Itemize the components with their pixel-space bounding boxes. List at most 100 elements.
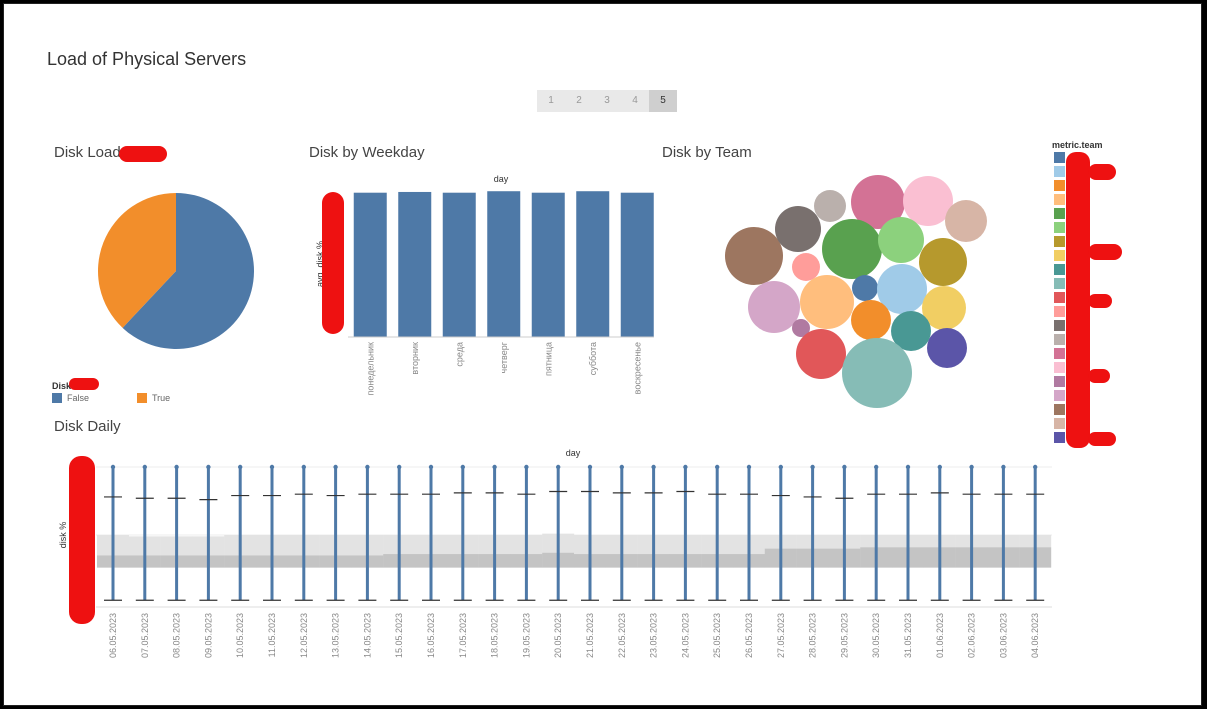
daily-box-18.05.2023[interactable] bbox=[478, 464, 511, 601]
team-legend-swatch[interactable] bbox=[1054, 404, 1065, 415]
team-bubble[interactable] bbox=[891, 311, 931, 351]
team-legend-swatch[interactable] bbox=[1054, 306, 1065, 317]
daily-box-24.05.2023[interactable] bbox=[669, 464, 702, 601]
daily-box-08.05.2023[interactable] bbox=[160, 464, 193, 601]
team-bubble[interactable] bbox=[852, 275, 878, 301]
team-legend-swatch[interactable] bbox=[1054, 362, 1065, 373]
team-legend-swatch[interactable] bbox=[1054, 194, 1065, 205]
daily-box-11.05.2023[interactable] bbox=[256, 464, 288, 601]
date-tick-label: 02.06.2023 bbox=[967, 613, 977, 658]
team-legend-swatch[interactable] bbox=[1054, 334, 1065, 345]
disk-weekday-title: Disk by Weekday bbox=[309, 144, 425, 161]
page-1-button[interactable]: 1 bbox=[548, 95, 554, 106]
team-bubble[interactable] bbox=[775, 206, 821, 252]
weekday-bar[interactable] bbox=[487, 191, 521, 337]
team-bubble[interactable] bbox=[877, 264, 927, 314]
team-bubble[interactable] bbox=[851, 300, 891, 340]
daily-box-31.05.2023[interactable] bbox=[892, 464, 924, 601]
daily-box-19.05.2023[interactable] bbox=[510, 464, 543, 601]
daily-box-02.06.2023[interactable] bbox=[955, 464, 988, 601]
date-tick-label: 08.05.2023 bbox=[172, 613, 182, 658]
weekday-bar[interactable] bbox=[576, 191, 610, 337]
daily-box-06.05.2023[interactable] bbox=[97, 464, 129, 601]
outlier-point bbox=[524, 464, 529, 470]
pie-slice-false[interactable] bbox=[122, 193, 254, 349]
team-bubble[interactable] bbox=[814, 190, 846, 222]
daily-box-15.05.2023[interactable] bbox=[383, 464, 416, 601]
team-legend-swatch[interactable] bbox=[1054, 320, 1065, 331]
team-bubble[interactable] bbox=[800, 275, 854, 329]
daily-box-25.05.2023[interactable] bbox=[701, 464, 734, 601]
team-bubble[interactable] bbox=[903, 176, 953, 226]
team-bubble[interactable] bbox=[878, 217, 924, 263]
weekday-bar[interactable] bbox=[620, 192, 654, 337]
team-bubble[interactable] bbox=[927, 328, 967, 368]
daily-box-28.05.2023[interactable] bbox=[796, 464, 829, 601]
outlier-point bbox=[969, 464, 974, 470]
weekday-tick-label: среда bbox=[454, 342, 464, 367]
date-tick-label: 12.05.2023 bbox=[299, 613, 309, 658]
team-legend-swatch[interactable] bbox=[1054, 348, 1065, 359]
daily-box-27.05.2023[interactable] bbox=[764, 464, 797, 601]
date-tick-label: 22.05.2023 bbox=[617, 613, 627, 658]
daily-box-23.05.2023[interactable] bbox=[637, 464, 670, 601]
daily-box-10.05.2023[interactable] bbox=[224, 464, 257, 601]
team-bubble[interactable] bbox=[792, 253, 820, 281]
daily-box-04.06.2023[interactable] bbox=[1019, 464, 1052, 601]
daily-box-09.05.2023[interactable] bbox=[192, 464, 225, 601]
team-bubble[interactable] bbox=[796, 329, 846, 379]
daily-box-16.05.2023[interactable] bbox=[415, 464, 447, 601]
weekday-bar[interactable] bbox=[353, 192, 387, 337]
team-legend-swatch[interactable] bbox=[1054, 264, 1065, 275]
team-legend-swatch[interactable] bbox=[1054, 376, 1065, 387]
daily-box-17.05.2023[interactable] bbox=[446, 464, 479, 601]
team-legend-swatch[interactable] bbox=[1054, 166, 1065, 177]
team-legend-swatch[interactable] bbox=[1054, 222, 1065, 233]
team-bubble[interactable] bbox=[822, 219, 882, 279]
team-bubble[interactable] bbox=[725, 227, 783, 285]
page-5-button[interactable]: 5 bbox=[649, 90, 677, 112]
team-bubble[interactable] bbox=[919, 238, 967, 286]
outlier-point bbox=[428, 464, 434, 470]
daily-box-20.05.2023[interactable] bbox=[542, 464, 575, 601]
daily-box-13.05.2023[interactable] bbox=[319, 464, 352, 601]
team-bubble[interactable] bbox=[842, 338, 912, 408]
daily-box-12.05.2023[interactable] bbox=[287, 464, 320, 601]
daily-box-29.05.2023[interactable] bbox=[828, 464, 861, 601]
legend-item-false[interactable]: False bbox=[52, 393, 89, 403]
team-bubble[interactable] bbox=[851, 175, 905, 229]
team-legend-swatch[interactable] bbox=[1054, 180, 1065, 191]
team-bubble[interactable] bbox=[922, 286, 966, 330]
team-bubble[interactable] bbox=[792, 319, 810, 337]
pie-slice-true[interactable] bbox=[97, 193, 176, 328]
weekday-bar[interactable] bbox=[531, 192, 565, 337]
daily-box-21.05.2023[interactable] bbox=[574, 464, 606, 601]
team-legend-swatch[interactable] bbox=[1054, 278, 1065, 289]
legend-item-true[interactable]: True bbox=[137, 393, 170, 403]
daily-box-26.05.2023[interactable] bbox=[733, 464, 765, 601]
team-legend-swatch[interactable] bbox=[1054, 390, 1065, 401]
legend-label: False bbox=[67, 393, 90, 403]
team-legend-swatch[interactable] bbox=[1054, 432, 1065, 443]
weekday-bar[interactable] bbox=[398, 191, 432, 337]
team-legend-swatch[interactable] bbox=[1054, 292, 1065, 303]
daily-box-07.05.2023[interactable] bbox=[128, 464, 161, 601]
page-3-button[interactable]: 3 bbox=[604, 95, 610, 106]
daily-box-01.06.2023[interactable] bbox=[923, 464, 956, 601]
page-2-button[interactable]: 2 bbox=[576, 95, 582, 106]
team-bubble[interactable] bbox=[748, 281, 800, 333]
outlier-point bbox=[460, 464, 465, 470]
daily-box-03.06.2023[interactable] bbox=[987, 464, 1020, 601]
team-bubble[interactable] bbox=[945, 200, 987, 242]
page-4-button[interactable]: 4 bbox=[632, 95, 638, 106]
page-title: Load of Physical Servers bbox=[47, 49, 247, 69]
team-legend-swatch[interactable] bbox=[1054, 152, 1065, 163]
weekday-bar[interactable] bbox=[442, 192, 476, 337]
team-legend-swatch[interactable] bbox=[1054, 250, 1065, 261]
team-legend-swatch[interactable] bbox=[1054, 208, 1065, 219]
team-legend-swatch[interactable] bbox=[1054, 418, 1065, 429]
team-legend-swatch[interactable] bbox=[1054, 236, 1065, 247]
daily-box-14.05.2023[interactable] bbox=[351, 464, 384, 601]
daily-box-22.05.2023[interactable] bbox=[605, 464, 638, 601]
daily-box-30.05.2023[interactable] bbox=[860, 464, 893, 601]
